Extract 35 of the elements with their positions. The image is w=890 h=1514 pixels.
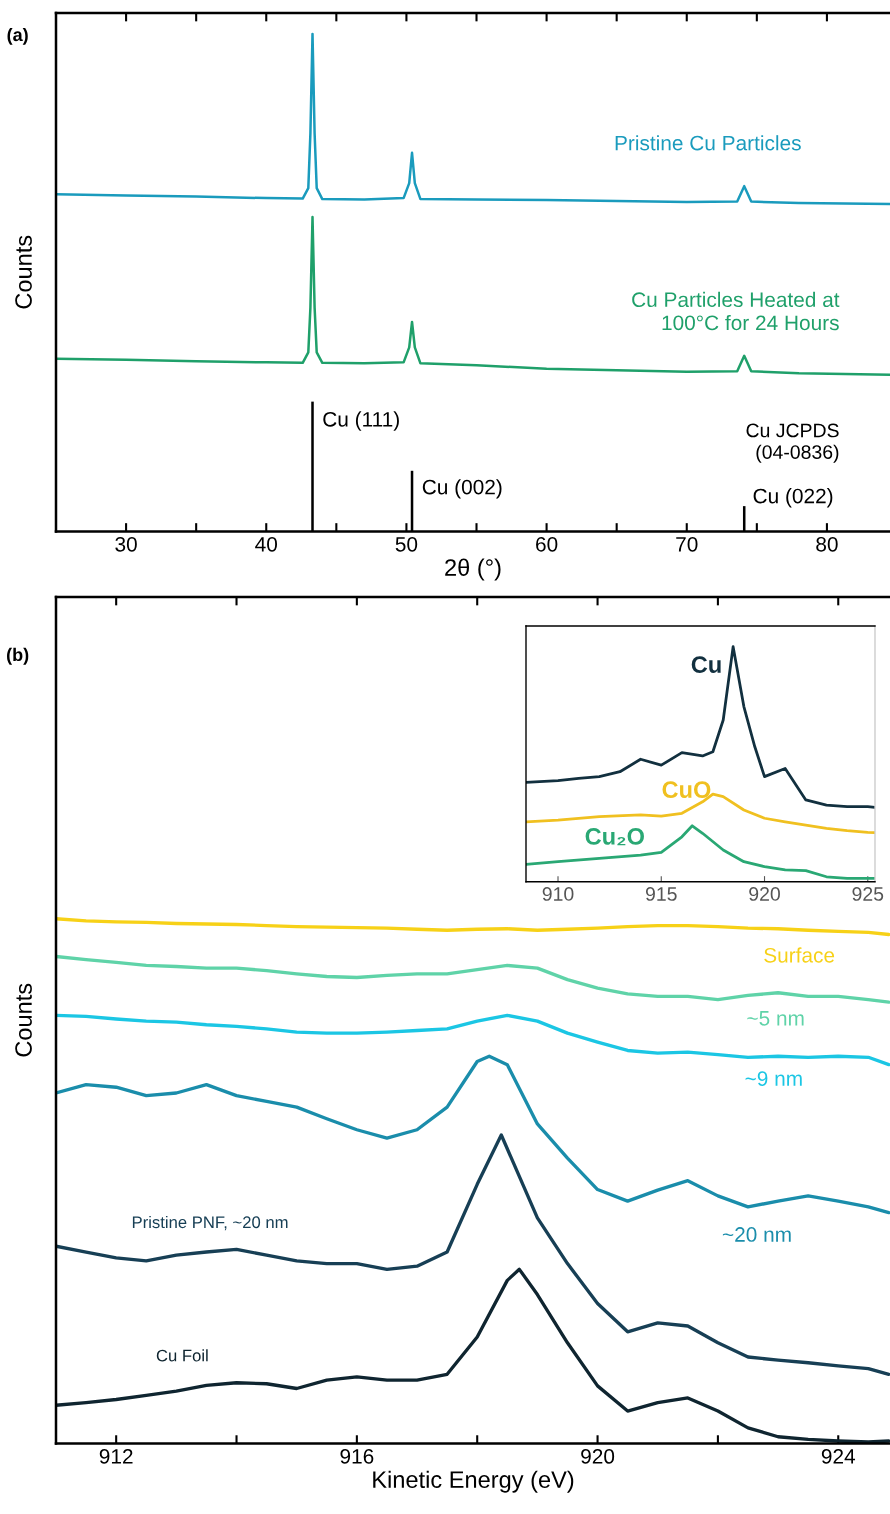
series-label: Cu₂O	[585, 828, 644, 846]
x-axis-title: Kinetic Energy (eV)	[373, 1470, 574, 1493]
series-label: Cu Foil	[156, 1349, 208, 1362]
series-label: ~5 nm	[747, 1011, 804, 1026]
chart-title: (b)	[7, 647, 29, 665]
x-tick-label: 920	[749, 887, 780, 901]
y-axis-title: Counts	[15, 235, 32, 309]
x-tick-label: 80	[816, 536, 838, 552]
text: Cu JCPDS (04-0836)	[746, 423, 839, 463]
x-tick-label: 60	[536, 536, 558, 552]
series-label: Cu Particles Heated at 100°C for 24 Hours	[632, 291, 840, 331]
x-tick-label: 50	[395, 536, 418, 552]
y-axis-title: Counts	[15, 983, 32, 1057]
x-tick-label: 916	[340, 1449, 374, 1464]
annotation: Cu (111)	[323, 411, 399, 431]
text: Pristine Cu Particles	[615, 135, 801, 151]
series-label: ~20 nm	[722, 1227, 791, 1242]
x-axis-title: 2θ (°)	[445, 558, 501, 581]
x-tick-label: 30	[115, 536, 137, 552]
series-label: CuO	[662, 781, 711, 799]
x-tick-label: 924	[821, 1449, 856, 1464]
series-label: Surface	[764, 947, 835, 963]
series-label: Cu	[691, 656, 721, 673]
x-tick-label: 910	[542, 887, 574, 901]
x-tick-label: 915	[645, 887, 677, 901]
x-tick-label: 912	[99, 1449, 133, 1464]
series-label: ~9 nm	[745, 1071, 802, 1086]
x-tick-label: 925	[852, 887, 884, 901]
chart-title: (a)	[7, 27, 28, 45]
x-tick-label: 920	[581, 1449, 615, 1464]
x-tick-label: 40	[255, 536, 278, 552]
annotation: Cu (022)	[753, 488, 833, 508]
series-label: Pristine PNF, ~20 nm	[132, 1215, 288, 1231]
x-tick-label: 70	[676, 536, 698, 552]
annotation: Cu (002)	[422, 479, 502, 499]
